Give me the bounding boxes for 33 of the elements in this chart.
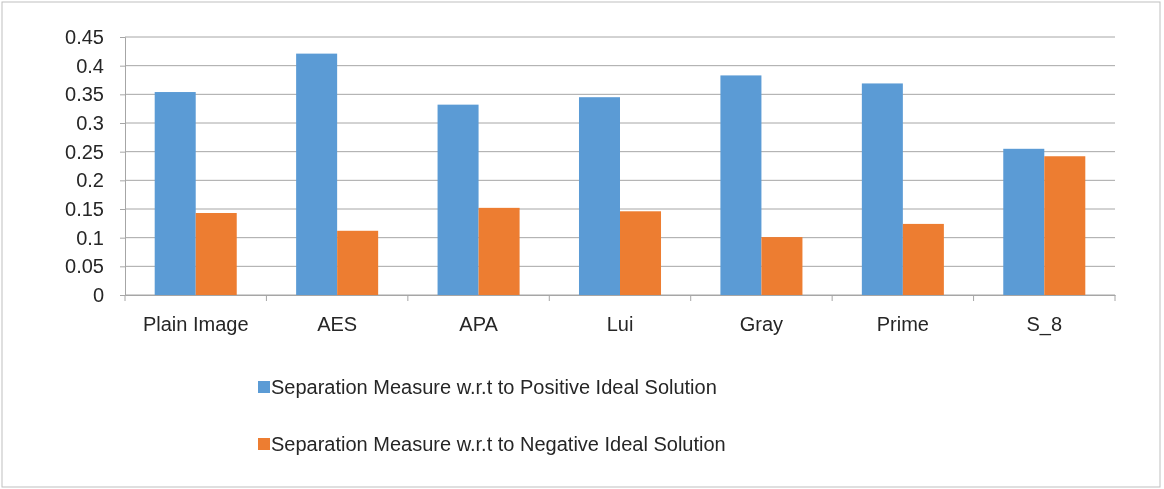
bar (1044, 156, 1086, 295)
bar (720, 75, 762, 295)
bar (296, 53, 338, 295)
bar (154, 92, 196, 295)
bar (902, 223, 944, 295)
x-tick-label: Gray (739, 313, 784, 336)
x-tick-label: S_8 (1026, 313, 1063, 337)
legend-label: Separation Measure w.r.t to Negative Ideal Solution (271, 433, 726, 455)
x-tick-label: AES (317, 313, 358, 336)
x-tick-label: Lui (606, 313, 634, 336)
x-tick-label: APA (459, 313, 499, 336)
y-tick-label: 0 (92, 283, 104, 306)
bar (478, 207, 520, 295)
y-tick-label: 0.3 (76, 111, 104, 134)
y-tick-label: 0.15 (65, 197, 104, 220)
bar (578, 97, 620, 295)
y-tick-label: 0.05 (65, 255, 104, 278)
y-tick-label: 0.1 (76, 226, 104, 249)
x-tick-label: Prime (876, 313, 929, 336)
bar (195, 213, 237, 295)
bar (337, 230, 379, 295)
y-tick-label: 0.2 (76, 169, 104, 192)
bar (1003, 148, 1045, 295)
bar (437, 104, 479, 295)
y-tick-label: 0.4 (76, 54, 104, 77)
y-tick-label: 0.25 (65, 140, 104, 163)
y-tick-label: 0.45 (65, 25, 104, 48)
bar (761, 237, 803, 295)
legend-label: Separation Measure w.r.t to Positive Ideal Solution (271, 376, 717, 398)
bar (861, 83, 903, 295)
bar (620, 211, 662, 295)
y-tick-label: 0.35 (65, 83, 104, 106)
x-tick-label: Plain Image (142, 313, 249, 336)
